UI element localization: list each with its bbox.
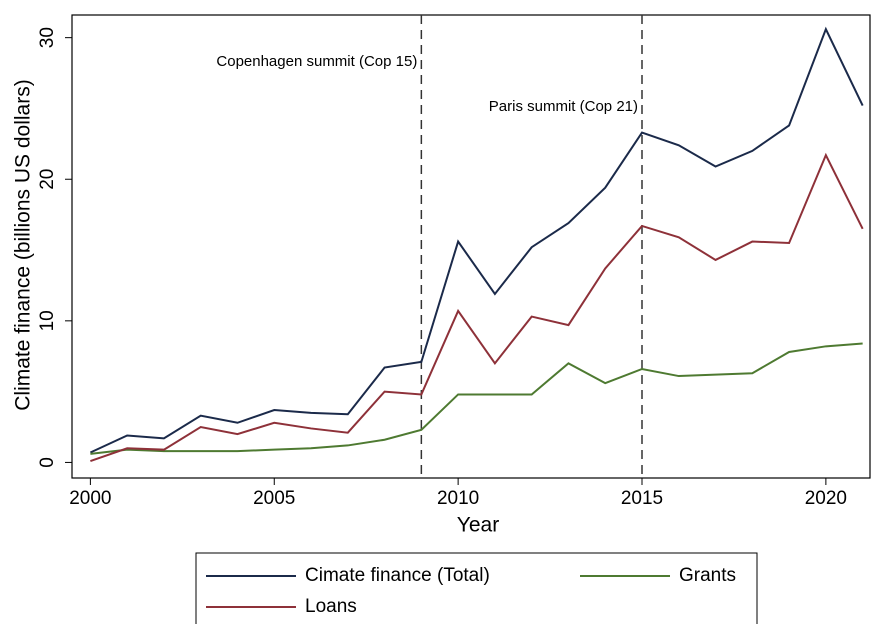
x-tick-label: 2020 [805, 488, 847, 509]
legend-label: Cimate finance (Total) [305, 565, 490, 586]
y-tick-label: 0 [37, 457, 58, 468]
legend-label: Grants [679, 565, 736, 586]
x-axis-title: Year [457, 514, 499, 537]
x-tick-label: 2005 [253, 488, 295, 509]
y-axis-title: Climate finance (billions US dollars) [12, 79, 35, 410]
series-line [90, 152, 864, 462]
y-tick-label: 10 [37, 310, 58, 331]
y-tick-label: 20 [37, 169, 58, 190]
annotation: Copenhagen summit (Cop 15) [216, 53, 417, 70]
x-tick-label: 2000 [69, 488, 111, 509]
annotation: Paris summit (Cop 21) [489, 98, 638, 115]
plot-frame [71, 14, 871, 479]
x-tick-label: 2010 [437, 488, 479, 509]
x-tick-label: 2015 [621, 488, 663, 509]
series-line [90, 342, 863, 455]
series-line [89, 26, 864, 454]
y-tick-label: 30 [37, 27, 58, 48]
legend-box [195, 552, 758, 624]
legend-label: Loans [305, 596, 357, 617]
